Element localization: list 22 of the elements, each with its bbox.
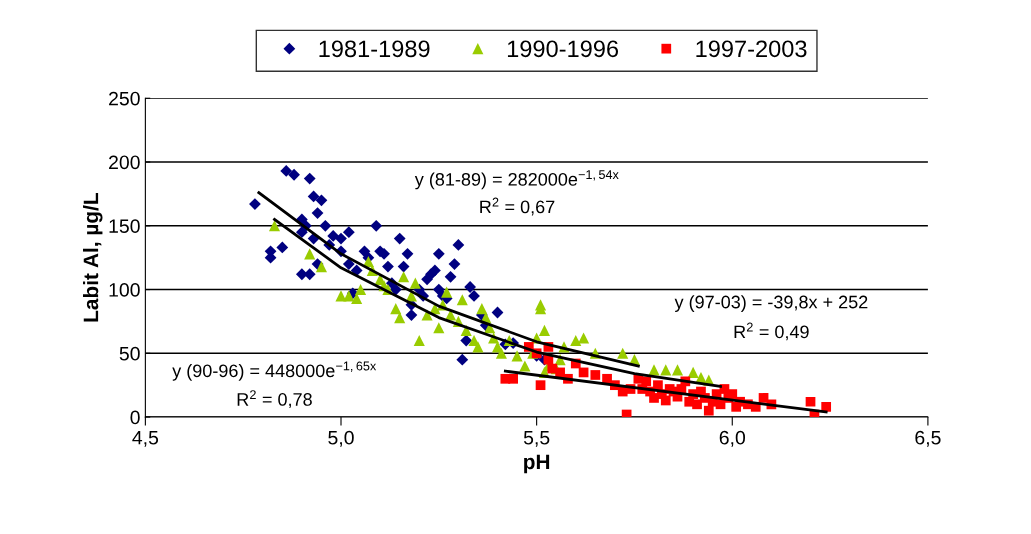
x-axis-title: pH: [524, 454, 550, 474]
y-tick-label: 50: [119, 346, 140, 361]
annotation: R$^{2}$ = 0,49: [734, 322, 809, 341]
legend-label: 1990-1996: [507, 40, 619, 58]
x-tick-label: 6,5: [915, 430, 941, 447]
annotation: y (97-03) = -39,8x + 252: [674, 295, 868, 312]
x-tick-label: 5,5: [523, 430, 550, 447]
y-tick-label: 0: [130, 410, 140, 425]
annotation: R$^{2}$ = 0,78: [237, 390, 312, 408]
legend-label: 1997-2003: [696, 40, 807, 58]
y-tick-label: 250: [109, 91, 140, 106]
x-tick-label: 4,5: [132, 430, 159, 447]
y-tick-label: 100: [109, 283, 140, 297]
legend-label: 1981-1989: [319, 40, 430, 58]
y-axis-title: Labit Al, µg/L: [83, 193, 103, 322]
annotation: R$^{2}$ = 0,67: [480, 197, 555, 216]
y-tick-label: 150: [109, 219, 140, 234]
x-tick-label: 5,0: [328, 430, 354, 447]
annotation: y (81-89) = 282000e$^{−1,54x}$: [414, 170, 619, 190]
annotation: y (90-96) = 448000e$^{−1,65x}$: [172, 361, 377, 381]
x-tick-label: 6,0: [719, 430, 746, 447]
y-tick-label: 200: [109, 155, 140, 170]
